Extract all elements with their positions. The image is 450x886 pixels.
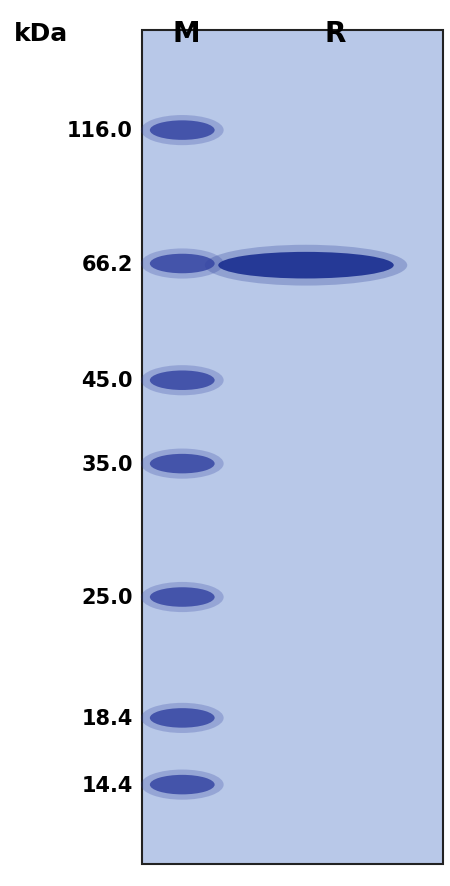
Text: R: R: [324, 19, 346, 48]
Ellipse shape: [218, 253, 394, 279]
Text: kDa: kDa: [14, 22, 68, 46]
Text: 18.4: 18.4: [81, 708, 133, 728]
Ellipse shape: [141, 449, 224, 479]
Ellipse shape: [141, 249, 224, 279]
Text: M: M: [173, 19, 201, 48]
Ellipse shape: [150, 709, 215, 728]
Text: 66.2: 66.2: [81, 254, 133, 274]
Ellipse shape: [141, 703, 224, 734]
Text: 25.0: 25.0: [81, 587, 133, 607]
Ellipse shape: [141, 366, 224, 396]
Ellipse shape: [141, 116, 224, 146]
Ellipse shape: [150, 775, 215, 795]
Ellipse shape: [150, 371, 215, 391]
Ellipse shape: [150, 587, 215, 607]
Text: 35.0: 35.0: [81, 455, 133, 474]
FancyBboxPatch shape: [142, 31, 443, 864]
Text: 116.0: 116.0: [67, 121, 133, 141]
Ellipse shape: [141, 582, 224, 612]
Ellipse shape: [205, 245, 407, 286]
Text: 45.0: 45.0: [81, 371, 133, 391]
Ellipse shape: [150, 455, 215, 474]
Ellipse shape: [141, 770, 224, 800]
Text: 14.4: 14.4: [81, 774, 133, 795]
Ellipse shape: [150, 121, 215, 141]
Ellipse shape: [150, 254, 215, 274]
